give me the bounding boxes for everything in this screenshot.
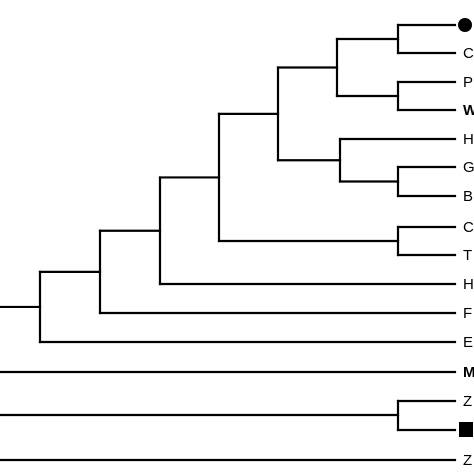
tip-label: H: [463, 276, 474, 293]
tip-label: H: [463, 131, 474, 148]
tree-branches: [0, 23, 457, 462]
tip-label: F: [463, 305, 472, 322]
tip-label: P: [463, 74, 473, 91]
tip-label: G: [463, 159, 474, 176]
filled-square-icon: [459, 422, 473, 437]
tip-label: E: [463, 334, 473, 351]
tip-label: W: [463, 102, 474, 119]
tip-label: Z: [463, 452, 472, 469]
tip-label: B: [463, 188, 473, 205]
tip-label: T: [463, 247, 472, 264]
filled-circle-icon: [458, 18, 472, 32]
tip-label: C: [463, 219, 474, 236]
tip-label: C: [463, 45, 474, 62]
tip-label: M: [463, 364, 474, 381]
tip-label: Z: [463, 393, 472, 410]
